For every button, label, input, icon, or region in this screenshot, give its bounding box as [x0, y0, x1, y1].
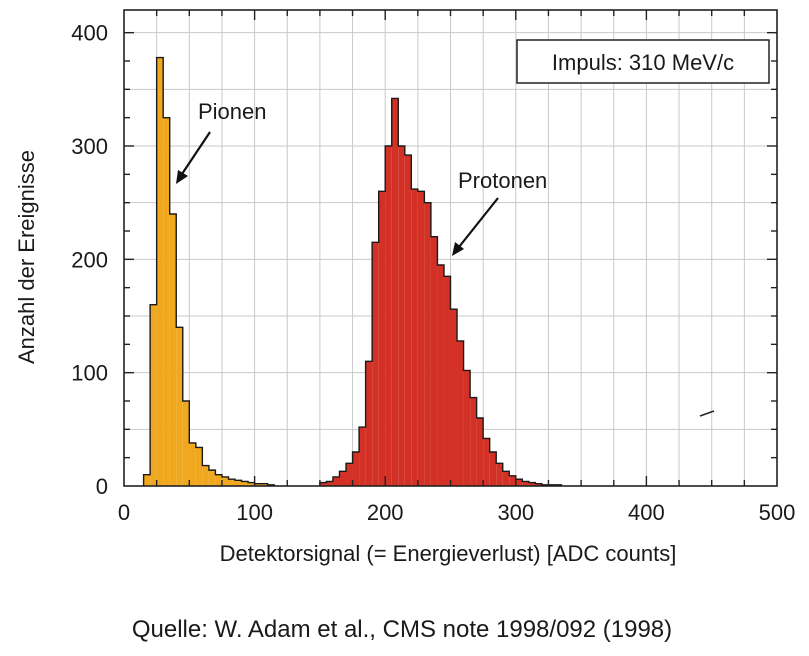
bar-pionen	[176, 327, 183, 486]
source-caption: Quelle: W. Adam et al., CMS note 1998/09…	[132, 616, 672, 643]
bar-protonen	[509, 475, 516, 486]
bar-protonen	[437, 265, 444, 486]
bar-protonen	[359, 427, 366, 486]
bar-pionen	[143, 474, 151, 486]
bar-pionen	[241, 481, 249, 486]
bar-protonen	[489, 452, 497, 486]
bar-protonen	[476, 418, 484, 486]
annotation-protonen-label: Protonen	[458, 168, 547, 193]
y-tick-label: 300	[71, 134, 108, 159]
bar-protonen	[339, 471, 347, 486]
annotation-protonen-arrow	[454, 197, 499, 253]
bar-protonen	[378, 191, 386, 487]
axis-ticks	[124, 10, 777, 486]
annotation-pionen: Pionen	[176, 99, 267, 184]
bar-protonen	[496, 463, 503, 486]
info-box-text: Impuls: 310 MeV/c	[552, 50, 734, 75]
info-box-frame	[516, 39, 770, 84]
bars	[142, 56, 563, 487]
bar-pionen	[202, 465, 209, 486]
bar-protonen	[372, 242, 379, 486]
x-tick-label: 200	[367, 500, 404, 525]
bar-protonen	[385, 146, 392, 486]
bar-protonen	[457, 340, 464, 486]
bar-protonen	[352, 452, 360, 486]
bar-protonen	[346, 463, 353, 486]
bar-pionen	[163, 117, 170, 487]
bar-pionen	[261, 483, 268, 486]
bar-protonen	[502, 471, 510, 486]
y-tick-label: 400	[71, 21, 108, 46]
bar-pionen	[195, 447, 203, 486]
info-box: Impuls: 310 MeV/c	[516, 39, 770, 84]
x-tick-label: 400	[628, 500, 665, 525]
bar-pionen	[235, 480, 242, 486]
grid	[124, 10, 777, 486]
y-axis-title: Anzahl der Ereignisse	[14, 150, 39, 364]
annotation-protonen: Protonen	[452, 168, 547, 256]
outline-pionen	[142, 56, 275, 486]
bar-pionen	[221, 476, 229, 486]
bar-protonen	[417, 191, 425, 487]
y-tick-label: 0	[96, 474, 108, 499]
bar-pionen	[248, 482, 255, 486]
bar-protonen	[535, 483, 542, 486]
bar-protonen	[528, 482, 536, 486]
bar-protonen	[398, 146, 405, 486]
bar-protonen	[450, 309, 458, 486]
bar-protonen	[483, 438, 490, 486]
bar-pionen	[169, 214, 177, 486]
bar-protonen	[404, 155, 412, 487]
y-tick-label: 200	[71, 247, 108, 272]
annotation-pionen-arrowhead	[176, 170, 188, 184]
x-axis-title: Detektorsignal (= Energieverlust) [ADC c…	[220, 541, 677, 566]
bar-protonen	[522, 481, 529, 486]
bar-protonen	[515, 479, 523, 486]
bar-protonen	[391, 98, 399, 487]
annotation-protonen-arrowhead	[452, 242, 464, 256]
bar-pionen	[156, 57, 164, 486]
bar-pionen	[254, 483, 262, 486]
bar-protonen	[430, 236, 438, 486]
bar-pionen	[150, 304, 157, 486]
bar-protonen	[463, 370, 471, 486]
bar-protonen	[365, 361, 373, 486]
bar-protonen	[443, 276, 451, 486]
bar-protonen	[326, 481, 333, 486]
annotation-pionen-label: Pionen	[198, 99, 267, 124]
bar-protonen	[470, 397, 477, 486]
x-tick-label: 300	[497, 500, 534, 525]
x-tick-label: 0	[118, 500, 130, 525]
bar-pionen	[208, 470, 216, 486]
stray-mark	[699, 410, 715, 417]
bar-protonen	[319, 482, 327, 486]
tick-labels: 0 100 200 300 400 500 0 100 200 300 400	[71, 21, 795, 525]
bar-pionen	[189, 442, 196, 486]
bar-protonen	[424, 202, 431, 486]
y-tick-label: 100	[71, 361, 108, 386]
bar-pionen	[215, 474, 222, 486]
bar-pionen	[228, 479, 236, 486]
annotation-pionen-arrow	[177, 131, 211, 181]
bar-protonen	[332, 476, 340, 486]
x-tick-label: 100	[236, 500, 273, 525]
bar-protonen	[411, 189, 418, 487]
x-tick-label: 500	[759, 500, 796, 525]
bar-pionen	[182, 401, 190, 486]
